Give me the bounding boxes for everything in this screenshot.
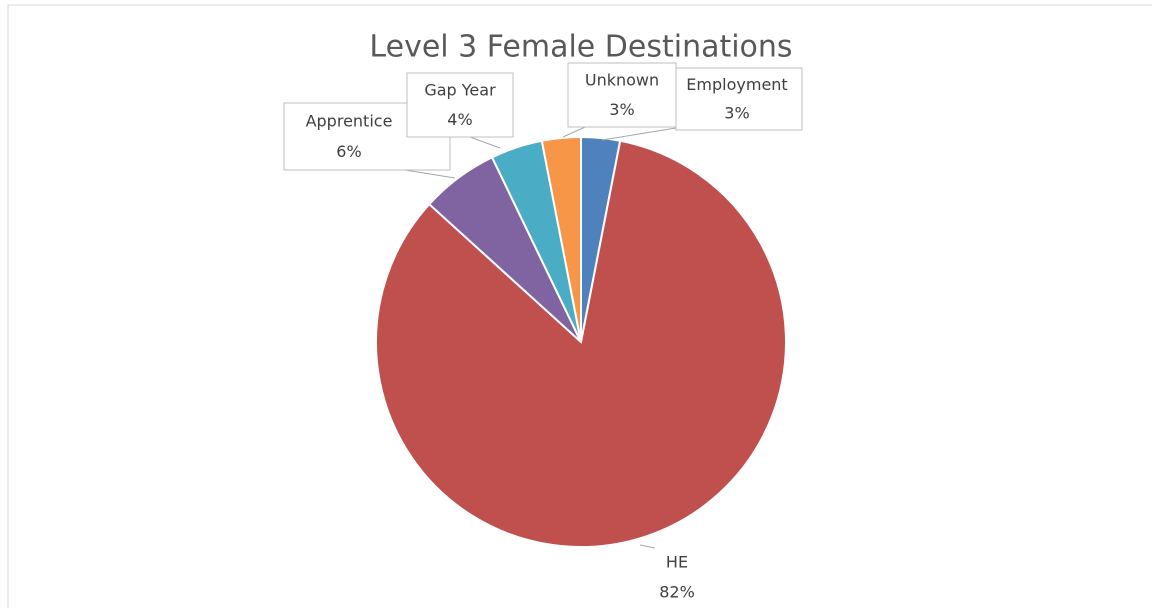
chart-title: Level 3 Female Destinations bbox=[369, 30, 792, 65]
label-box bbox=[675, 67, 803, 131]
category-label: HE bbox=[666, 553, 688, 572]
leader-line bbox=[639, 544, 656, 549]
leader-line bbox=[469, 136, 501, 149]
leader-line bbox=[404, 169, 456, 179]
pie-slice bbox=[540, 135, 582, 343]
value-label: 6% bbox=[336, 142, 361, 161]
leader-line bbox=[562, 126, 586, 138]
value-label: 3% bbox=[609, 100, 634, 119]
category-label: Apprentice bbox=[306, 111, 393, 130]
label-box bbox=[567, 62, 677, 128]
pie-slice bbox=[375, 139, 787, 548]
value-label: 3% bbox=[724, 103, 749, 122]
value-label: 4% bbox=[447, 110, 472, 129]
category-label: Employment bbox=[686, 75, 787, 94]
leader-line bbox=[601, 127, 677, 141]
category-label: Gap Year bbox=[424, 80, 496, 99]
label-box bbox=[406, 72, 514, 138]
value-label: 82% bbox=[659, 583, 695, 602]
category-label: Unknown bbox=[585, 70, 659, 89]
